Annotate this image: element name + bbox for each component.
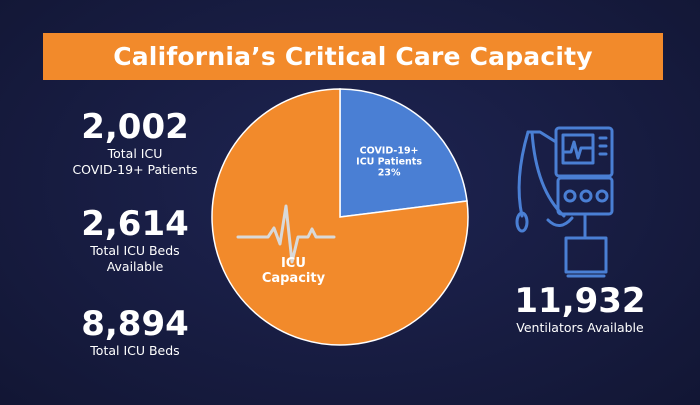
title-banner: California’s Critical Care Capacity [43, 33, 663, 80]
stat-value: 11,932 [514, 281, 646, 321]
stat-icu-covid-patients: 2,002 Total ICU COVID-19+ Patients [50, 108, 220, 178]
stat-label: Total ICU Beds [50, 343, 220, 359]
stat-label-line: COVID-19+ Patients [72, 162, 198, 177]
stat-label-line: Total ICU Beds [90, 343, 180, 358]
heartbeat-line-icon [236, 204, 336, 264]
stat-value: 2,002 [81, 107, 189, 147]
stat-label: Total ICU Beds Available [50, 243, 220, 275]
stat-label-line: Total ICU [107, 146, 163, 161]
stat-icu-beds-available: 2,614 Total ICU Beds Available [50, 205, 220, 275]
pie-slices [211, 88, 469, 346]
pie-label-0-line-0: COVID-19+ [360, 146, 419, 157]
pie-label-1-line-1: Capacity [262, 271, 326, 286]
pie-label-0-line-1: ICU Patients [356, 157, 422, 168]
pie-slice-0 [339, 88, 468, 218]
stat-label: Ventilators Available [516, 320, 644, 335]
pie-slice-1 [211, 88, 469, 346]
stat-ventilators: 11,932 Ventilators Available [500, 282, 660, 336]
pie-label-0-line-2: 23% [378, 168, 401, 179]
stat-label-line: Total ICU Beds [90, 243, 180, 258]
stat-label: Total ICU COVID-19+ Patients [50, 146, 220, 178]
pie-label-1-line-0: ICU [281, 256, 306, 271]
stat-value: 8,894 [81, 304, 189, 344]
stat-label-line: Available [106, 259, 164, 274]
banner-title: California’s Critical Care Capacity [113, 42, 593, 71]
stat-total-icu-beds: 8,894 Total ICU Beds [50, 305, 220, 359]
ventilator-icon [515, 126, 614, 278]
stat-value: 2,614 [81, 204, 189, 244]
